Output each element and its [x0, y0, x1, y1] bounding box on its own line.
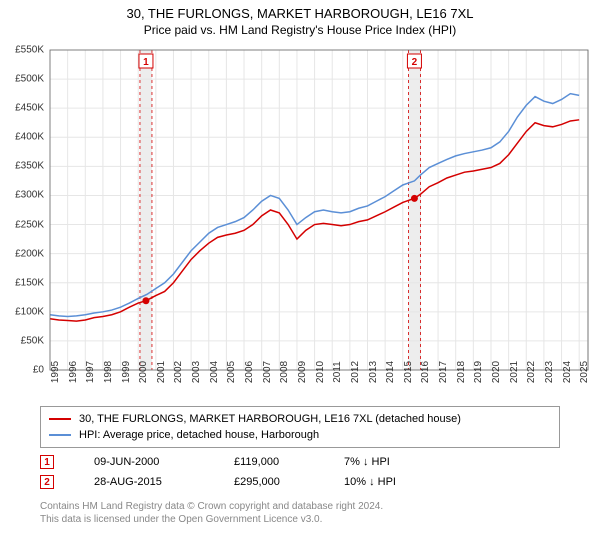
x-tick-label: 2001: [156, 361, 167, 383]
y-tick-label: £450K: [15, 103, 44, 114]
x-tick-label: 1998: [103, 361, 114, 383]
x-tick-label: 2003: [191, 361, 202, 383]
x-tick-label: 2008: [279, 361, 290, 383]
x-tick-label: 1995: [50, 361, 61, 383]
legend-swatch: [49, 418, 71, 420]
y-tick-label: £400K: [15, 132, 44, 143]
x-tick-label: 2020: [491, 361, 502, 383]
y-tick-label: £300K: [15, 190, 44, 201]
event-marker-icon: 1: [40, 455, 54, 469]
x-tick-label: 2025: [579, 361, 590, 383]
sale-events: 1 09-JUN-2000 £119,000 7% ↓ HPI 2 28-AUG-2015…: [40, 452, 560, 492]
x-tick-label: 2000: [138, 361, 149, 383]
legend-item: HPI: Average price, detached house, Harb…: [49, 427, 551, 443]
x-tick-label: 1999: [121, 361, 132, 383]
x-tick-label: 2022: [526, 361, 537, 383]
chart-title: 30, THE FURLONGS, MARKET HARBOROUGH, LE1…: [0, 0, 600, 23]
x-tick-label: 2010: [315, 361, 326, 383]
x-tick-label: 2015: [403, 361, 414, 383]
event-marker-icon: 2: [40, 475, 54, 489]
footer-attribution: Contains HM Land Registry data © Crown c…: [40, 500, 560, 526]
x-tick-label: 2007: [262, 361, 273, 383]
x-tick-label: 1997: [85, 361, 96, 383]
sale-event-row: 1 09-JUN-2000 £119,000 7% ↓ HPI: [40, 452, 560, 472]
x-tick-label: 2018: [456, 361, 467, 383]
y-tick-label: £100K: [15, 306, 44, 317]
svg-text:2: 2: [412, 57, 418, 68]
event-diff: 10% ↓ HPI: [344, 476, 434, 488]
y-tick-label: £500K: [15, 74, 44, 85]
svg-text:1: 1: [143, 57, 149, 68]
legend-swatch: [49, 434, 71, 436]
x-tick-label: 2021: [509, 361, 520, 383]
y-tick-label: £0: [33, 365, 44, 376]
legend-item: 30, THE FURLONGS, MARKET HARBOROUGH, LE1…: [49, 411, 551, 427]
sale-event-row: 2 28-AUG-2015 £295,000 10% ↓ HPI: [40, 472, 560, 492]
x-tick-label: 2012: [350, 361, 361, 383]
x-tick-label: 2002: [173, 361, 184, 383]
legend-label: 30, THE FURLONGS, MARKET HARBOROUGH, LE1…: [79, 413, 461, 425]
legend-label: HPI: Average price, detached house, Harb…: [79, 429, 319, 441]
x-tick-label: 2017: [438, 361, 449, 383]
x-tick-label: 2019: [473, 361, 484, 383]
x-tick-label: 2009: [297, 361, 308, 383]
x-tick-label: 2006: [244, 361, 255, 383]
footer-line: Contains HM Land Registry data © Crown c…: [40, 500, 560, 513]
y-tick-label: £250K: [15, 219, 44, 230]
y-tick-label: £150K: [15, 277, 44, 288]
x-tick-label: 2023: [544, 361, 555, 383]
event-diff: 7% ↓ HPI: [344, 456, 434, 468]
x-tick-label: 2014: [385, 361, 396, 383]
x-tick-label: 2016: [420, 361, 431, 383]
event-price: £119,000: [234, 456, 304, 468]
y-tick-label: £50K: [21, 335, 44, 346]
chart-area: 12 £0£50K£100K£150K£200K£250K£300K£350K£…: [0, 40, 600, 400]
y-tick-label: £350K: [15, 161, 44, 172]
event-date: 09-JUN-2000: [94, 456, 194, 468]
legend: 30, THE FURLONGS, MARKET HARBOROUGH, LE1…: [40, 406, 560, 448]
x-tick-label: 1996: [68, 361, 79, 383]
line-chart: 12: [0, 40, 600, 400]
event-price: £295,000: [234, 476, 304, 488]
x-tick-label: 2011: [332, 361, 343, 383]
footer-line: This data is licensed under the Open Gov…: [40, 513, 560, 526]
x-tick-label: 2013: [368, 361, 379, 383]
chart-subtitle: Price paid vs. HM Land Registry's House …: [0, 23, 600, 41]
x-tick-label: 2024: [562, 361, 573, 383]
y-tick-label: £200K: [15, 248, 44, 259]
y-tick-label: £550K: [15, 45, 44, 56]
event-date: 28-AUG-2015: [94, 476, 194, 488]
x-tick-label: 2005: [226, 361, 237, 383]
x-tick-label: 2004: [209, 361, 220, 383]
